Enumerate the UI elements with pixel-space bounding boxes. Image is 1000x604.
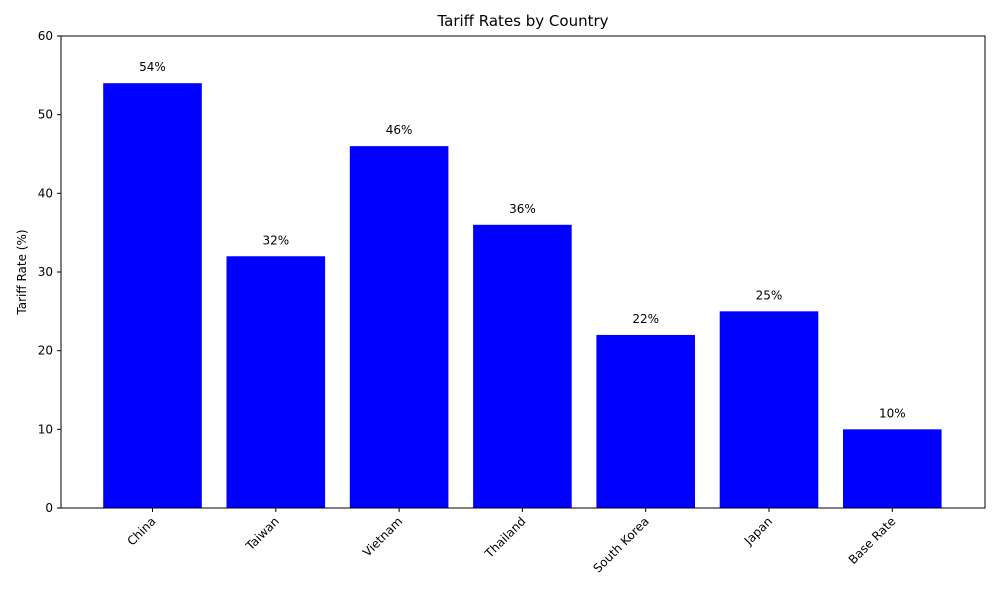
data-label: 10% [879, 406, 906, 420]
y-tick-label: 40 [38, 186, 53, 200]
y-tick-label: 60 [38, 29, 53, 43]
data-label: 32% [262, 233, 289, 247]
bar-taiwan [226, 256, 326, 508]
y-axis-label: Tariff Rate (%) [15, 229, 29, 315]
bar-china [103, 83, 202, 508]
x-tick-label: South Korea [591, 514, 652, 575]
data-label: 54% [139, 60, 166, 74]
bar-japan [719, 311, 819, 508]
data-labels-group: 54% 32% 46% 36% 22% 25% 10% [139, 60, 905, 420]
data-label: 22% [632, 312, 659, 326]
data-label: 46% [386, 123, 413, 137]
bar-base-rate [843, 429, 942, 508]
x-tick-label: Base Rate [846, 514, 899, 567]
y-axis-ticks: 0 10 20 30 40 50 60 [38, 29, 61, 515]
x-tick-label: China [124, 514, 158, 548]
data-label: 36% [509, 202, 536, 216]
x-axis-ticks: China Taiwan Vietnam Thailand South Korea Jap… [124, 508, 898, 576]
bar-south-korea [596, 334, 695, 508]
x-tick-label: Japan [741, 514, 775, 548]
x-tick-label: Taiwan [242, 514, 281, 553]
x-tick-label: Vietnam [360, 514, 405, 559]
bar-thailand [473, 224, 572, 509]
y-tick-label: 0 [45, 501, 53, 515]
data-label: 25% [756, 288, 783, 302]
y-tick-label: 30 [38, 265, 53, 279]
bars-group [103, 83, 942, 509]
y-tick-label: 50 [38, 108, 53, 122]
y-tick-label: 10 [38, 422, 53, 436]
bar-vietnam [349, 146, 449, 508]
chart-title: Tariff Rates by Country [436, 12, 608, 30]
plot-area-frame [60, 35, 986, 509]
x-tick-label: Thailand [481, 514, 528, 561]
y-tick-label: 20 [38, 344, 53, 358]
